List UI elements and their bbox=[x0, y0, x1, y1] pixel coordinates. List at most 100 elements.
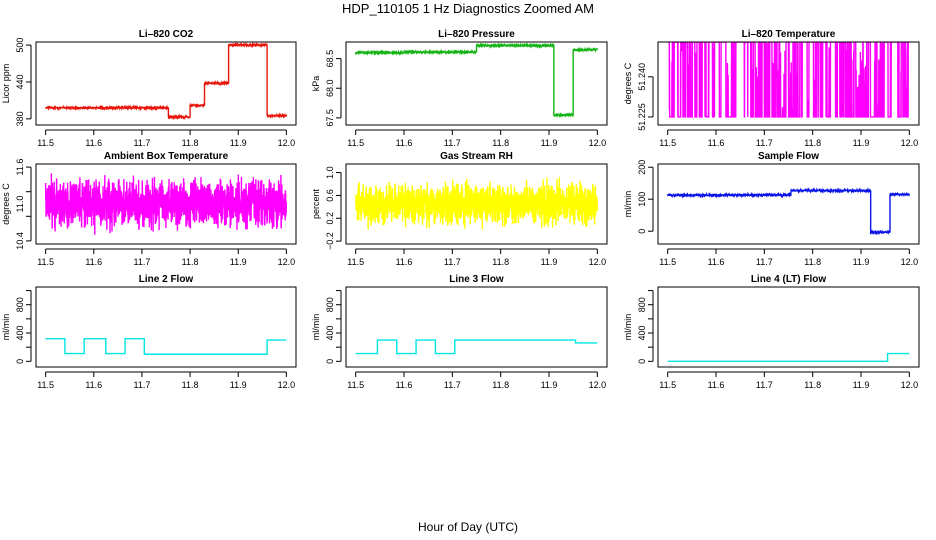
panel-9-frame bbox=[657, 286, 920, 368]
panel-8: Line 3 Flow 11.5 11.6 11.7 11.8 11.9 12.0 0 400 8… bbox=[311, 274, 608, 390]
panel-3-xtick-label: 11.8 bbox=[804, 138, 821, 148]
panel-4-frame bbox=[35, 163, 297, 245]
panel-5-xtick-label: 11.5 bbox=[347, 257, 364, 267]
panel-4-xtick-label: 11.5 bbox=[37, 257, 54, 267]
panel-6: Sample Flow 11.5 11.6 11.7 11.8 11.9 12.0 0 100 2… bbox=[623, 151, 920, 267]
panel-8-xtick-label: 11.5 bbox=[347, 380, 364, 390]
panel-9-ytick-label: 0 bbox=[637, 359, 647, 364]
panel-9-series bbox=[667, 352, 910, 363]
panel-4-ylabel: degrees C bbox=[1, 183, 11, 225]
figure-xlabel: Hour of Day (UTC) bbox=[418, 520, 518, 534]
panel-4-xtick-label: 12.0 bbox=[278, 257, 296, 267]
panel-8-xtick-label: 12.0 bbox=[589, 380, 607, 390]
panel-7-xtick-label: 11.5 bbox=[37, 380, 54, 390]
panel-4-ytick-label: 10.4 bbox=[15, 232, 25, 250]
panel-1-ylabel: Licor ppm bbox=[1, 64, 11, 104]
panel-7-ytick-label: 400 bbox=[15, 326, 25, 341]
panel-8-xtick-label: 11.7 bbox=[444, 380, 461, 390]
panel-2-frame bbox=[345, 41, 608, 126]
panel-4-xtick-label: 11.9 bbox=[230, 257, 247, 267]
panel-2-xtick-label: 11.7 bbox=[444, 138, 461, 148]
panel-4-xtick-label: 11.7 bbox=[133, 257, 150, 267]
panel-5-xtick-label: 11.9 bbox=[541, 257, 558, 267]
panel-8-ytick-label: 0 bbox=[325, 359, 335, 364]
panel-3-xtick-label: 11.7 bbox=[756, 138, 773, 148]
panel-5: Gas Stream RH 11.5 11.6 11.7 11.8 11.9 12.0 −0.… bbox=[311, 151, 608, 267]
panel-3-xtick-label: 12.0 bbox=[901, 138, 919, 148]
panel-9-xtick-label: 11.6 bbox=[708, 380, 725, 390]
panel-5-ytick-label: 0.2 bbox=[325, 212, 335, 225]
panel-5-xtick-label: 11.8 bbox=[492, 257, 509, 267]
panel-1-xtick-label: 11.6 bbox=[85, 138, 102, 148]
panel-4-series bbox=[44, 173, 288, 235]
panel-2-xtick-label: 11.8 bbox=[492, 138, 509, 148]
panel-8-series bbox=[355, 339, 598, 355]
panel-9-xtick-label: 12.0 bbox=[901, 380, 919, 390]
panel-1-xtick-label: 11.7 bbox=[133, 138, 150, 148]
panel-8-ylabel: ml/min bbox=[311, 314, 321, 341]
panel-8-ytick-label: 400 bbox=[325, 326, 335, 341]
panel-9-xtick-label: 11.7 bbox=[756, 380, 773, 390]
panel-1-ytick-label: 440 bbox=[15, 74, 25, 89]
panel-5-ytick-label: 0.6 bbox=[325, 189, 335, 202]
panel-2-ylabel: kPa bbox=[311, 76, 321, 92]
panel-7-ytick-label: 0 bbox=[15, 359, 25, 364]
panel-8-xtick-label: 11.9 bbox=[541, 380, 558, 390]
panel-5-ytick-label: 1.0 bbox=[325, 166, 335, 179]
panel-8-xtick-label: 11.8 bbox=[492, 380, 509, 390]
panel-2-xtick-label: 11.9 bbox=[541, 138, 558, 148]
panel-2-ytick-label: 68.5 bbox=[325, 50, 335, 68]
panel-4-line bbox=[44, 173, 288, 235]
panel-9-xtick-label: 11.8 bbox=[804, 380, 821, 390]
panel-2-line bbox=[354, 42, 598, 119]
panel-4-ytick-label: 11.0 bbox=[15, 196, 25, 213]
panel-6-xtick-label: 11.8 bbox=[804, 257, 821, 267]
panel-9-xtick-label: 11.5 bbox=[659, 380, 676, 390]
panel-4-title: Ambient Box Temperature bbox=[104, 151, 229, 162]
panel-9-line bbox=[667, 352, 910, 363]
panel-2-series bbox=[354, 42, 598, 119]
panel-5-xtick-label: 11.6 bbox=[396, 257, 413, 267]
panel-8-xtick-label: 11.6 bbox=[396, 380, 413, 390]
panel-4-xtick-label: 11.6 bbox=[85, 257, 102, 267]
panel-7-line bbox=[45, 337, 287, 355]
panel-5-frame bbox=[345, 163, 608, 245]
panel-7-title: Line 2 Flow bbox=[139, 274, 194, 285]
panel-9-ytick-label: 800 bbox=[637, 297, 647, 312]
panel-3-series bbox=[667, 42, 910, 118]
panel-7-ylabel: ml/min bbox=[1, 314, 11, 341]
panel-1-ytick-label: 380 bbox=[15, 111, 25, 126]
panel-6-ylabel: ml/min bbox=[623, 191, 633, 218]
panel-5-ylabel: percent bbox=[311, 188, 321, 219]
panel-6-xtick-label: 12.0 bbox=[901, 257, 919, 267]
panel-6-xtick-label: 11.9 bbox=[853, 257, 870, 267]
panel-2: Li–820 Pressure 11.5 11.6 11.7 11.8 11.9 12.0 6… bbox=[311, 29, 608, 148]
panel-4-ytick-label: 11.6 bbox=[15, 159, 25, 176]
panel-8-title: Line 3 Flow bbox=[449, 274, 504, 285]
panel-3-ytick-label: 51.240 bbox=[637, 63, 647, 91]
panel-1-xtick-label: 11.8 bbox=[182, 138, 199, 148]
panel-3-xtick-label: 11.9 bbox=[853, 138, 870, 148]
panel-6-ytick-label: 100 bbox=[637, 192, 647, 207]
panel-3-frame bbox=[657, 41, 920, 126]
panel-1-ytick-label: 500 bbox=[15, 38, 25, 53]
panel-2-ytick-label: 68.0 bbox=[325, 79, 335, 97]
panel-6-xtick-label: 11.6 bbox=[708, 257, 725, 267]
panel-1-line bbox=[44, 42, 288, 121]
panel-2-xtick-label: 11.6 bbox=[396, 138, 413, 148]
panel-6-frame bbox=[657, 163, 920, 245]
panel-6-xtick-label: 11.5 bbox=[659, 257, 676, 267]
panel-7-xtick-label: 11.8 bbox=[182, 380, 199, 390]
panel-3-ytick-label: 51.225 bbox=[637, 103, 647, 131]
panel-6-title: Sample Flow bbox=[758, 151, 819, 162]
panel-2-ytick-label: 67.5 bbox=[325, 109, 335, 127]
panel-1-xtick-label: 11.5 bbox=[37, 138, 54, 148]
panel-8-frame bbox=[345, 286, 608, 368]
panel-9: Line 4 (LT) Flow 11.5 11.6 11.7 11.8 11.9 12.0… bbox=[623, 274, 920, 390]
panel-7-xtick-label: 11.7 bbox=[133, 380, 150, 390]
panel-6-ytick-label: 0 bbox=[637, 229, 647, 234]
panel-8-ytick-label: 800 bbox=[325, 297, 335, 312]
panel-3-title: Li–820 Temperature bbox=[742, 29, 836, 40]
panel-9-ylabel: ml/min bbox=[623, 314, 633, 341]
